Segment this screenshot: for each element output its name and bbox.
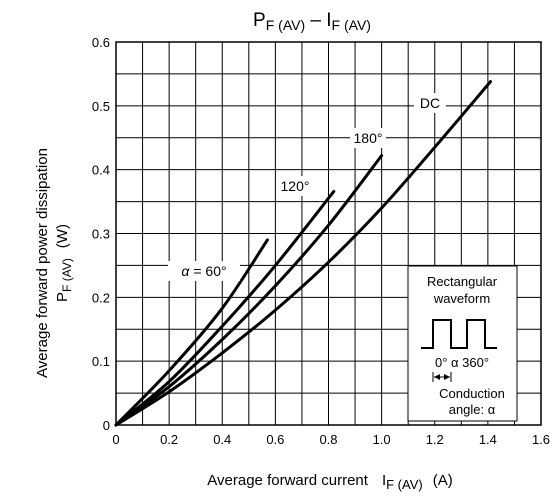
curve-180	[114, 154, 384, 427]
title-sep-sub: F (AV)	[332, 17, 371, 33]
label-120: 120°	[281, 178, 310, 194]
x-axis-sub: F (AV)	[386, 477, 423, 492]
a60-label-bg	[168, 261, 240, 281]
x-axis-label: Average forward current IF (AV) (A)	[207, 472, 452, 492]
x-axis-sym: I	[382, 472, 386, 489]
x-tick-label: 1.0	[373, 432, 391, 447]
inset-title-2: waveform	[433, 291, 490, 306]
y-axis-sym: P	[54, 292, 71, 302]
x-tick-label: 0.8	[319, 432, 337, 447]
y-tick-label: 0.2	[92, 290, 110, 305]
y-tick-label: 0.4	[92, 163, 110, 178]
a180-label-bg	[350, 128, 386, 148]
waveform-pulses	[421, 319, 497, 349]
y-tick-label: 0.1	[92, 354, 110, 369]
label-60-alpha: α	[181, 263, 190, 279]
y-tick-label: 0.5	[92, 99, 110, 114]
waveform-inset: Rectangular waveform 0° α 360° Conductio…	[407, 265, 518, 422]
inset-title-1: Rectangular	[427, 274, 498, 289]
curves	[114, 80, 492, 427]
x-axis-text: Average forward current	[207, 472, 368, 489]
tick-labels: 0 0.2 0.4 0.6 0.8 1.0 1.2 1.4 1.6 0 0.1 0.2 0.3 0.4 0.…	[92, 35, 550, 447]
label-dc: DC	[420, 95, 440, 111]
curve-dc	[114, 80, 492, 427]
y-axis-sub: F (AV)	[60, 258, 74, 292]
curve-labels: DC 180° 120° α = 60°	[168, 93, 446, 281]
y-tick-label: 0	[103, 418, 110, 433]
x-tick-label: 1.4	[479, 432, 497, 447]
y-axis-label-line1: Average forward power dissipation	[34, 148, 51, 378]
inset-angles: 0° α 360°	[435, 355, 489, 370]
chart-title: PF (AV) – IF (AV)	[253, 10, 371, 33]
curve-120	[114, 189, 336, 427]
label-60-rest: = 60°	[193, 263, 226, 279]
conduction-arrowhead-left	[434, 374, 440, 380]
dc-label-bg	[414, 93, 446, 113]
y-axis-unit: (W)	[54, 224, 71, 248]
x-tick-label: 0.4	[213, 432, 231, 447]
a120-label-bg	[277, 176, 313, 196]
x-tick-label: 1.6	[532, 432, 550, 447]
x-tick-label: 0.2	[160, 432, 178, 447]
inset-box	[407, 265, 518, 422]
x-tick-label: 0.6	[266, 432, 284, 447]
inset-conduction-2: angle: α	[449, 402, 496, 417]
x-axis-unit: (A)	[433, 472, 453, 489]
y-axis-label-line2: PF (AV) (W)	[54, 224, 74, 302]
conduction-arrowhead-right	[444, 374, 450, 380]
x-tick-label: 0	[112, 432, 119, 447]
y-tick-label: 0.3	[92, 227, 110, 242]
title-main: P	[253, 10, 266, 31]
y-tick-label: 0.6	[92, 35, 110, 50]
title-sep: – I	[305, 10, 331, 31]
curve-60	[114, 238, 269, 427]
x-tick-label: 1.2	[426, 432, 444, 447]
label-60: α = 60°	[181, 263, 226, 279]
title-main-sub: F (AV)	[266, 17, 305, 33]
plot-frame	[115, 41, 542, 426]
inset-conduction-1: Conduction	[439, 386, 505, 401]
label-180: 180°	[354, 130, 383, 146]
y-axis-label: Average forward power dissipation PF (AV…	[34, 148, 74, 378]
